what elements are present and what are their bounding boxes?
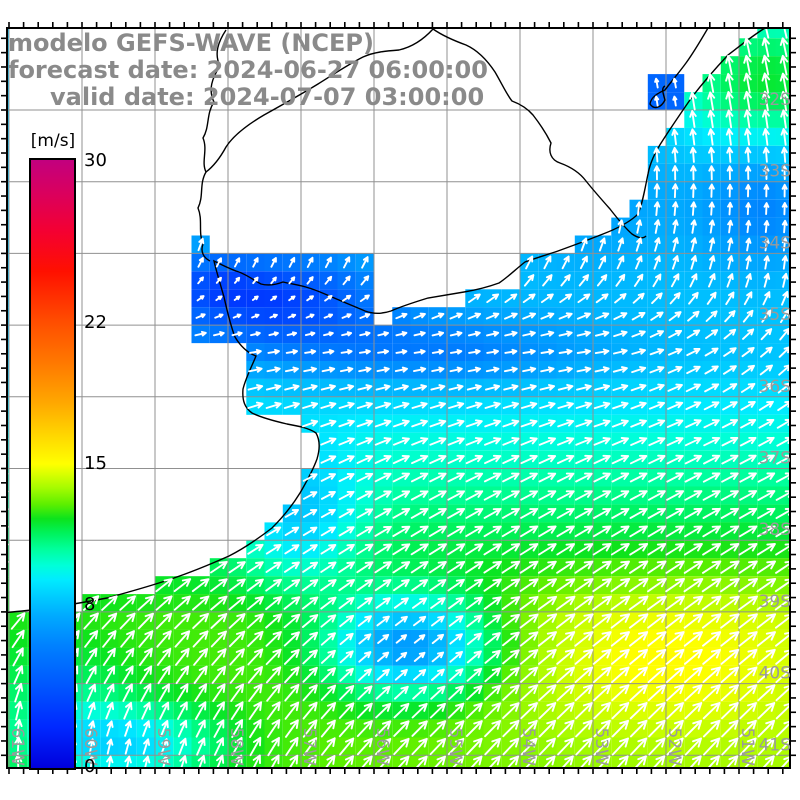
coastline [7, 28, 766, 614]
latitude-label: 33S [759, 162, 791, 182]
latitude-label: 38S [759, 520, 791, 540]
valid-date-label: valid date: 2024-07-07 03:00:00 [50, 83, 485, 111]
colorbar-tick-label: 30 [84, 150, 107, 171]
longitude-label: 56W [372, 728, 392, 767]
latitude-label: 40S [759, 664, 791, 684]
longitude-label: 54W [518, 728, 538, 767]
latitude-label: 41S [759, 735, 791, 755]
wind-direction-arrows [7, 28, 790, 768]
model-title: modelo GEFS-WAVE (NCEP) [8, 29, 374, 57]
latitude-label: 35S [759, 305, 791, 325]
longitude-label: 53W [591, 728, 611, 767]
latitude-label: 37S [759, 449, 791, 469]
longitude-label: 52W [664, 728, 684, 767]
longitude-label: 61W [7, 728, 27, 767]
longitude-label: 55W [445, 728, 465, 767]
longitude-label: 51W [737, 728, 757, 767]
longitude-label: 60W [80, 728, 100, 767]
longitude-label: 58W [226, 728, 246, 767]
latitude-label: 32S [759, 90, 791, 110]
longitude-labels: 61W 60W 59W 58W 57W 56W 55W 54W 53W 52W 51W [7, 728, 757, 767]
longitude-label: 57W [299, 728, 319, 767]
colorbar [29, 158, 76, 770]
map-border [6, 27, 791, 769]
longitude-label: 59W [153, 728, 173, 767]
colorbar-tick-label: 15 [84, 453, 107, 474]
colorbar-unit-label: [m/s] [30, 131, 76, 151]
colorbar-tick-label: 8 [84, 594, 96, 616]
graticule-grid [7, 28, 790, 768]
colorbar-tick-label: 0 [84, 756, 96, 777]
latitude-label: 34S [759, 233, 791, 253]
latitude-label: 36S [759, 377, 791, 397]
forecast-date-label: forecast date: 2024-06-27 06:00:00 [8, 56, 488, 84]
latitude-label: 39S [759, 592, 791, 612]
axis-tick-marks [1, 22, 796, 774]
colorbar-tick-label: 22 [84, 311, 107, 333]
latitude-labels: 32S 33S 34S 35S 36S 37S 38S 39S 40S 41S [759, 90, 791, 755]
